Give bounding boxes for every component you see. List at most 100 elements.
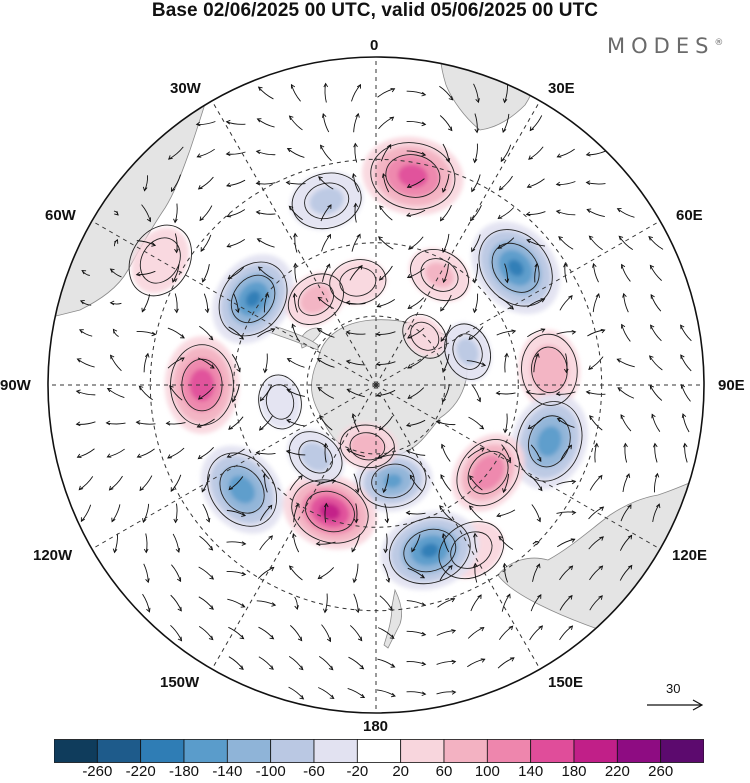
wind-vector: [585, 180, 606, 185]
wind-vector: [528, 146, 544, 160]
wind-vector: [406, 268, 425, 279]
wind-vector: [495, 390, 516, 396]
wind-vector: [619, 534, 633, 551]
wind-vector: [407, 297, 425, 309]
wind-vector: [559, 594, 573, 611]
wind-vector: [442, 143, 451, 163]
wind-vector: [380, 143, 392, 162]
wind-vector: [257, 266, 274, 280]
wind-vector: [407, 327, 425, 339]
wind-vector: [78, 329, 93, 337]
wind-vector: [198, 596, 214, 610]
wind-vector: [257, 86, 274, 100]
wind-vector: [532, 563, 541, 582]
anomaly-contour: [402, 313, 448, 359]
wind-vector: [76, 358, 95, 368]
wind-vector: [201, 474, 211, 493]
wind-vector: [294, 596, 299, 610]
wind-vector: [288, 205, 303, 221]
wind-vector: [471, 234, 481, 253]
wind-vector: [226, 179, 246, 188]
wind-vector: [78, 476, 94, 491]
wind-vector: [352, 563, 359, 584]
wind-vector: [285, 180, 306, 185]
wind-vector: [648, 355, 663, 371]
wind-vector: [526, 238, 546, 247]
colorbar-bin: [616, 739, 662, 763]
anomaly-fill: [189, 368, 215, 402]
wind-vector: [497, 237, 515, 249]
anomaly-contour: [452, 333, 483, 370]
wind-vector: [533, 352, 540, 373]
wind-vector: [530, 444, 542, 462]
wind-vector: [650, 294, 662, 312]
lon-label-180: 180: [363, 718, 389, 735]
anomaly-contour: [207, 452, 278, 527]
wind-vector: [473, 532, 478, 553]
wind-vector: [585, 150, 606, 157]
wind-vector: [622, 473, 631, 493]
wind-vector: [496, 509, 516, 518]
wind-vector: [322, 593, 328, 614]
wind-vector: [440, 474, 452, 492]
wind-vector: [288, 686, 305, 700]
anomaly-contour: [128, 224, 192, 297]
wind-vector: [75, 389, 96, 396]
wind-vector: [255, 210, 276, 215]
registered-mark: ®: [714, 38, 724, 48]
wind-vector: [317, 387, 334, 399]
wind-vector: [351, 83, 361, 102]
colorbar-bin: [226, 739, 272, 763]
wind-vector: [142, 503, 150, 524]
wind-vector: [225, 151, 246, 156]
wind-vector: [353, 142, 358, 163]
modes-logo: MODES®: [607, 34, 723, 58]
meridian-line: [94, 384, 377, 548]
wind-vector: [501, 444, 511, 463]
wind-vector: [436, 629, 457, 636]
colorbar-bin: [660, 739, 704, 763]
wind-vector: [320, 204, 332, 222]
wind-vector: [321, 624, 331, 643]
wind-vector: [407, 567, 426, 579]
anomaly-contour: [450, 531, 493, 569]
wind-vector: [405, 449, 426, 456]
wind-vector: [619, 564, 633, 581]
wind-vector: [497, 207, 515, 220]
wind-vector: [198, 625, 214, 641]
wind-vector: [377, 88, 396, 98]
wind-vector: [375, 331, 396, 337]
wind-vector: [437, 598, 456, 608]
wind-vector: [556, 510, 577, 516]
wind-vector: [563, 262, 568, 283]
wind-vector: [439, 505, 453, 521]
wind-vector: [525, 390, 546, 395]
wind-vector: [226, 448, 245, 458]
colorbar-bin: [270, 739, 315, 763]
wind-vector: [474, 113, 479, 134]
anomaly-contour: [339, 424, 395, 469]
anomaly-fill: [471, 455, 505, 491]
anomaly-contour: [219, 465, 265, 514]
anomaly-contour: [456, 439, 520, 507]
wind-vector: [290, 625, 303, 642]
wind-vector: [141, 204, 151, 223]
wind-vector: [441, 173, 450, 193]
wind-vector: [616, 208, 635, 218]
wind-vector: [383, 533, 388, 554]
wind-vector: [108, 475, 123, 491]
wind-vector: [375, 389, 396, 397]
wind-vector: [556, 479, 577, 486]
wind-vector: [530, 594, 542, 612]
brand-name: MODES: [607, 34, 715, 58]
anomaly-contour: [521, 333, 578, 406]
wind-vector: [594, 442, 599, 463]
wind-vector: [527, 328, 546, 338]
wind-vector: [259, 504, 273, 521]
colorbar-tick-label: -260: [82, 763, 113, 780]
wind-vector: [346, 388, 365, 398]
wind-vector: [347, 687, 366, 699]
colorbar-tick-label: -100: [255, 763, 286, 780]
colorbar-tick-label: 180: [561, 763, 587, 780]
wind-vector: [558, 236, 574, 250]
